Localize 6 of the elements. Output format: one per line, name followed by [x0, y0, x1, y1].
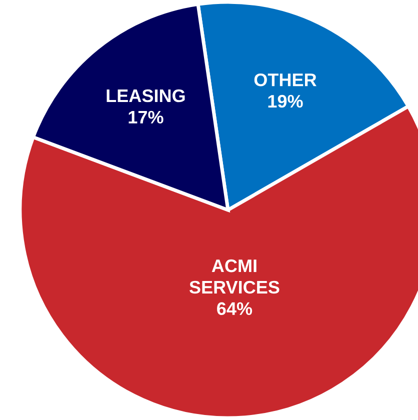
- slice-label: OTHER: [254, 73, 316, 86]
- data-label: 64%: [217, 302, 252, 316]
- data-label: 19%: [268, 94, 303, 108]
- slice-label: ACMI SERVICES: [189, 259, 280, 294]
- slice-label: LEASING: [106, 89, 185, 102]
- data-label: 17%: [128, 110, 164, 124]
